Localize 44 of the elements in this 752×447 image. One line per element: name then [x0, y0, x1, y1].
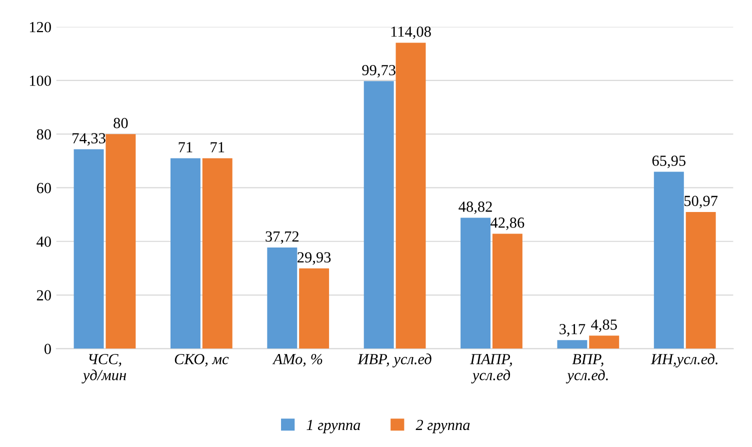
data-label: 29,93 [298, 252, 331, 265]
y-tick-label: 0 [44, 344, 51, 354]
y-tick-label: 100 [30, 76, 51, 86]
data-label: 74,33 [72, 133, 106, 146]
data-label: 50,97 [684, 196, 718, 208]
data-label: 71 [210, 142, 224, 152]
y-tick-label: 40 [36, 236, 51, 247]
bar [364, 81, 394, 349]
data-label: 4,85 [591, 319, 617, 332]
legend-label: 2 группа [416, 420, 470, 434]
data-label: 48,82 [458, 202, 492, 214]
x-tick-label: ИВР, усл.ед [358, 354, 432, 368]
y-tick-label: 120 [30, 22, 51, 32]
bar [202, 158, 232, 349]
data-label: 65,95 [652, 156, 686, 168]
bar [170, 158, 200, 349]
data-label: 71 [178, 142, 192, 152]
bar [74, 149, 104, 349]
data-label: 80 [114, 118, 128, 128]
bar [686, 212, 716, 349]
bar [106, 134, 136, 349]
bar [557, 340, 588, 349]
bar [589, 336, 620, 349]
data-label: 114,08 [391, 26, 431, 40]
x-tick-label: ИН,усл.ед. [650, 354, 718, 368]
y-tick-label: 20 [36, 290, 51, 300]
bar [654, 172, 684, 349]
bar [299, 268, 330, 349]
x-tick-label: ВПР, усл.ед. [566, 354, 608, 384]
x-tick-label: ПАПР, усл.ед [470, 354, 512, 384]
y-tick-label: 80 [36, 129, 51, 140]
x-tick-label: СКО, мс [174, 354, 229, 366]
data-label: 99,73 [362, 65, 396, 78]
bar [396, 42, 426, 349]
data-label: 37,72 [266, 231, 299, 244]
data-label: 42,86 [490, 218, 524, 230]
x-tick-label: ЧСС, уд/мин [82, 354, 126, 384]
bar [267, 247, 298, 349]
legend-label: 1 группа [306, 420, 360, 434]
bar [492, 234, 522, 349]
x-tick-label: АМо, % [272, 354, 322, 366]
data-label: 3,17 [560, 324, 586, 336]
bar [460, 218, 491, 349]
y-tick-label: 60 [36, 182, 51, 194]
